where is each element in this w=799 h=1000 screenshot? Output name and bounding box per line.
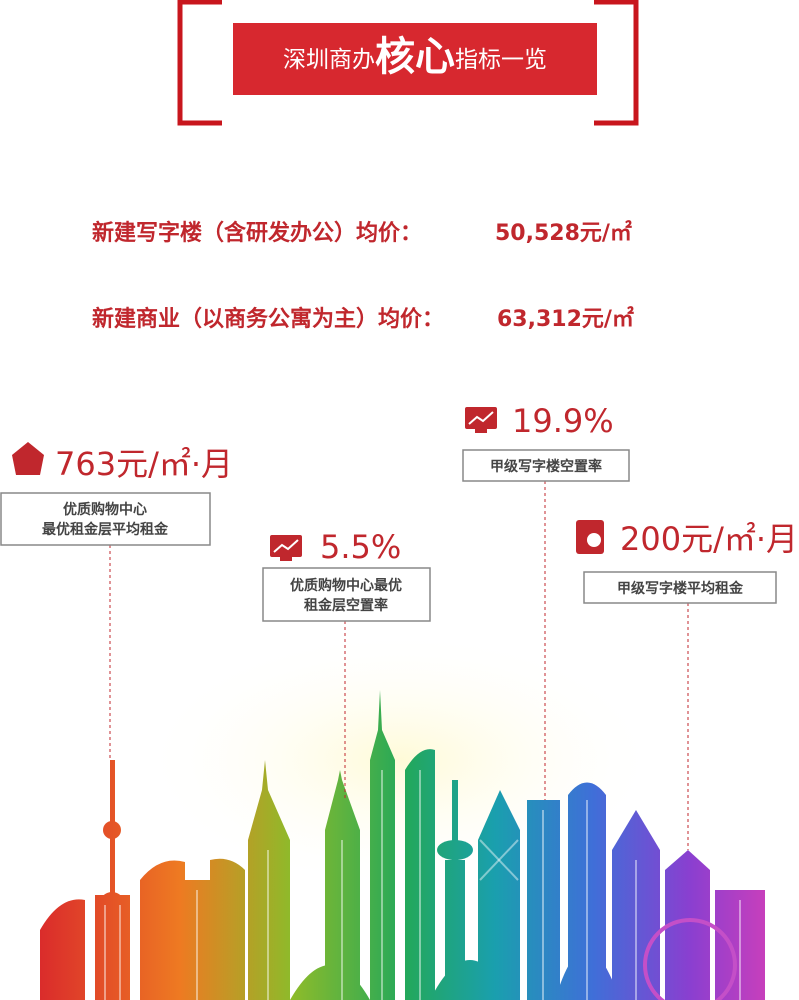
stat-value: 19.9% [512,402,614,440]
title-part: 深圳商办 [283,47,375,73]
stat-label: 最优租金层平均租金 [42,521,169,538]
stat-box [0,492,211,546]
stat-box [583,571,777,604]
header-frame [177,0,639,126]
stat-label: 优质购物中心最优 [290,577,402,594]
stat-value: 763元/㎡·月 [55,445,233,483]
title: 深圳商办核心指标一览 [283,34,547,80]
price-label: 新建商业（以商务公寓为主）均价： [92,306,444,332]
stat-box [462,449,630,482]
windows [104,770,741,1000]
title-highlight: 核心 [375,34,455,80]
stat-value: 200元/㎡·月 [620,520,798,558]
stat-box [262,567,431,622]
icon [270,535,302,557]
icon [12,442,44,475]
stat-label: 租金层空置率 [304,597,388,614]
price-value: 50,528元/㎡ [495,220,632,246]
stat-label: 优质购物中心 [63,501,147,518]
stat-card: 200元/㎡·月 甲级写字楼平均租金 [576,520,798,604]
stat-label: 甲级写字楼平均租金 [617,580,744,597]
stat-card: 19.9% 甲级写字楼空置率 [462,402,630,482]
title-part: 指标一览 [455,47,547,73]
ferris-wheel [643,918,737,1000]
price-value: 63,312元/㎡ [497,306,634,332]
stat-card: 5.5% 优质购物中心最优 租金层空置率 [262,528,431,622]
price-label: 新建写字楼（含研发办公）均价： [92,220,422,246]
title-box [233,23,597,95]
stat-card: 763元/㎡·月 优质购物中心 最优租金层平均租金 [0,442,233,546]
stat-label: 甲级写字楼空置率 [490,458,602,475]
icon [465,407,497,429]
stat-value: 5.5% [320,528,401,566]
